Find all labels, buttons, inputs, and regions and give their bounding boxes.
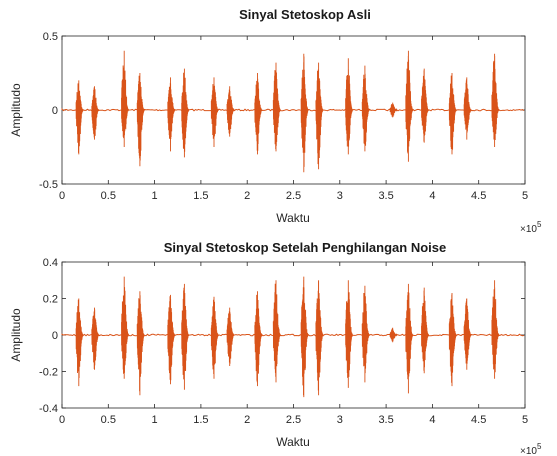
x-tick-label: 4: [429, 190, 435, 202]
signal-burst: [389, 102, 398, 118]
axis-ticks: 0 0.5 1 1.5 2 2.5 3 3.5 4 4.5 5-0.500.5: [39, 31, 528, 202]
x-axis-multiplier: ×105: [520, 442, 542, 456]
signal-burst: [254, 73, 263, 155]
x-tick-label: 5: [522, 414, 528, 426]
signal-burst: [167, 77, 176, 152]
signal-burst: [272, 62, 281, 152]
x-axis-label: Waktu: [276, 435, 310, 449]
signal-burst: [75, 298, 84, 387]
y-tick-label: 0: [52, 330, 58, 342]
signal-line: [61, 276, 525, 398]
axis-ticks: 0 0.5 1 1.5 2 2.5 3 3.5 4 4.5 5 -0.4 -0.2 0 0.2 0.4: [39, 257, 528, 426]
signal-burst: [272, 280, 281, 383]
x-tick-label: 3.5: [378, 414, 393, 426]
signal-burst: [315, 62, 324, 170]
signal-burst: [91, 307, 100, 370]
signal-burst: [345, 58, 354, 155]
chart-title: Sinyal Stetoskop Asli: [239, 7, 371, 22]
y-tick-label: 0: [52, 105, 58, 117]
signal-burst: [361, 65, 370, 152]
signal-burst: [491, 280, 500, 379]
y-tick-label: 0.4: [43, 257, 58, 269]
x-multiplier-exponent: 5: [537, 220, 542, 229]
signal-burst: [315, 280, 324, 396]
x-tick-label: 1.5: [193, 190, 208, 202]
signal-burst: [345, 280, 354, 388]
signal-burst: [181, 283, 190, 390]
signal-burst: [136, 291, 145, 396]
x-tick-label: 0: [59, 414, 65, 426]
signal-burst: [448, 293, 457, 387]
signal-burst: [75, 80, 84, 155]
x-tick-label: 2.5: [286, 190, 301, 202]
signal-burst: [226, 307, 235, 366]
x-multiplier-base: ×10: [520, 224, 537, 235]
signal-burst: [136, 73, 145, 167]
x-tick-label: 1: [152, 414, 158, 426]
signal-burst: [491, 53, 500, 147]
x-tick-label: 0.5: [101, 414, 116, 426]
signal-line: [61, 50, 525, 173]
x-axis-label: Waktu: [276, 211, 310, 225]
chart-panel-original: Sinyal Stetoskop Asli 0 0.5 1 1.5 2 2.5 3 3.5 4 4…: [9, 7, 542, 235]
y-tick-label: -0.4: [39, 403, 58, 415]
y-tick-label: -0.5: [39, 179, 58, 191]
signal-burst: [405, 50, 414, 162]
signal-burst: [181, 68, 190, 158]
y-tick-label: 0.5: [43, 31, 58, 43]
x-tick-label: 0.5: [101, 190, 116, 202]
signal-burst: [405, 283, 414, 394]
signal-burst: [121, 50, 130, 147]
signal-burst: [167, 294, 176, 385]
signal-burst: [463, 77, 472, 140]
x-tick-label: 4.5: [471, 190, 486, 202]
x-multiplier-base: ×10: [520, 446, 537, 456]
y-axis-label: Amplitudo: [9, 83, 23, 137]
y-axis-label: Amplitudo: [9, 308, 23, 362]
x-tick-label: 2.5: [286, 414, 301, 426]
x-tick-label: 3: [337, 190, 343, 202]
chart-title: Sinyal Stetoskop Setelah Penghilangan No…: [164, 240, 446, 255]
x-tick-label: 4: [429, 414, 435, 426]
signal-burst: [210, 77, 219, 147]
signal-burst: [91, 86, 100, 140]
signal-burst: [389, 327, 398, 343]
signal-burst: [226, 86, 235, 137]
signal-burst: [448, 73, 457, 155]
signal-burst: [421, 287, 430, 374]
signal-burst: [121, 276, 130, 379]
x-tick-label: 1.5: [193, 414, 208, 426]
signal-burst: [300, 53, 309, 173]
x-tick-label: 3: [337, 414, 343, 426]
x-tick-label: 2: [244, 190, 250, 202]
signal-burst: [300, 276, 309, 398]
x-multiplier-exponent: 5: [537, 442, 542, 451]
signal-burst: [421, 68, 430, 143]
signal-burst: [210, 296, 219, 379]
signal-burst: [254, 291, 263, 387]
x-tick-label: 2: [244, 414, 250, 426]
y-tick-label: 0.2: [43, 294, 58, 306]
x-tick-label: 4.5: [471, 414, 486, 426]
signal-burst: [463, 298, 472, 370]
x-tick-label: 1: [152, 190, 158, 202]
x-tick-label: 0: [59, 190, 65, 202]
signal-burst: [361, 285, 370, 383]
y-tick-label: -0.2: [39, 367, 58, 379]
chart-panel-denoised: Sinyal Stetoskop Setelah Penghilangan No…: [9, 240, 542, 456]
x-tick-label: 3.5: [378, 190, 393, 202]
x-tick-label: 5: [522, 190, 528, 202]
x-axis-multiplier: ×105: [520, 220, 542, 235]
